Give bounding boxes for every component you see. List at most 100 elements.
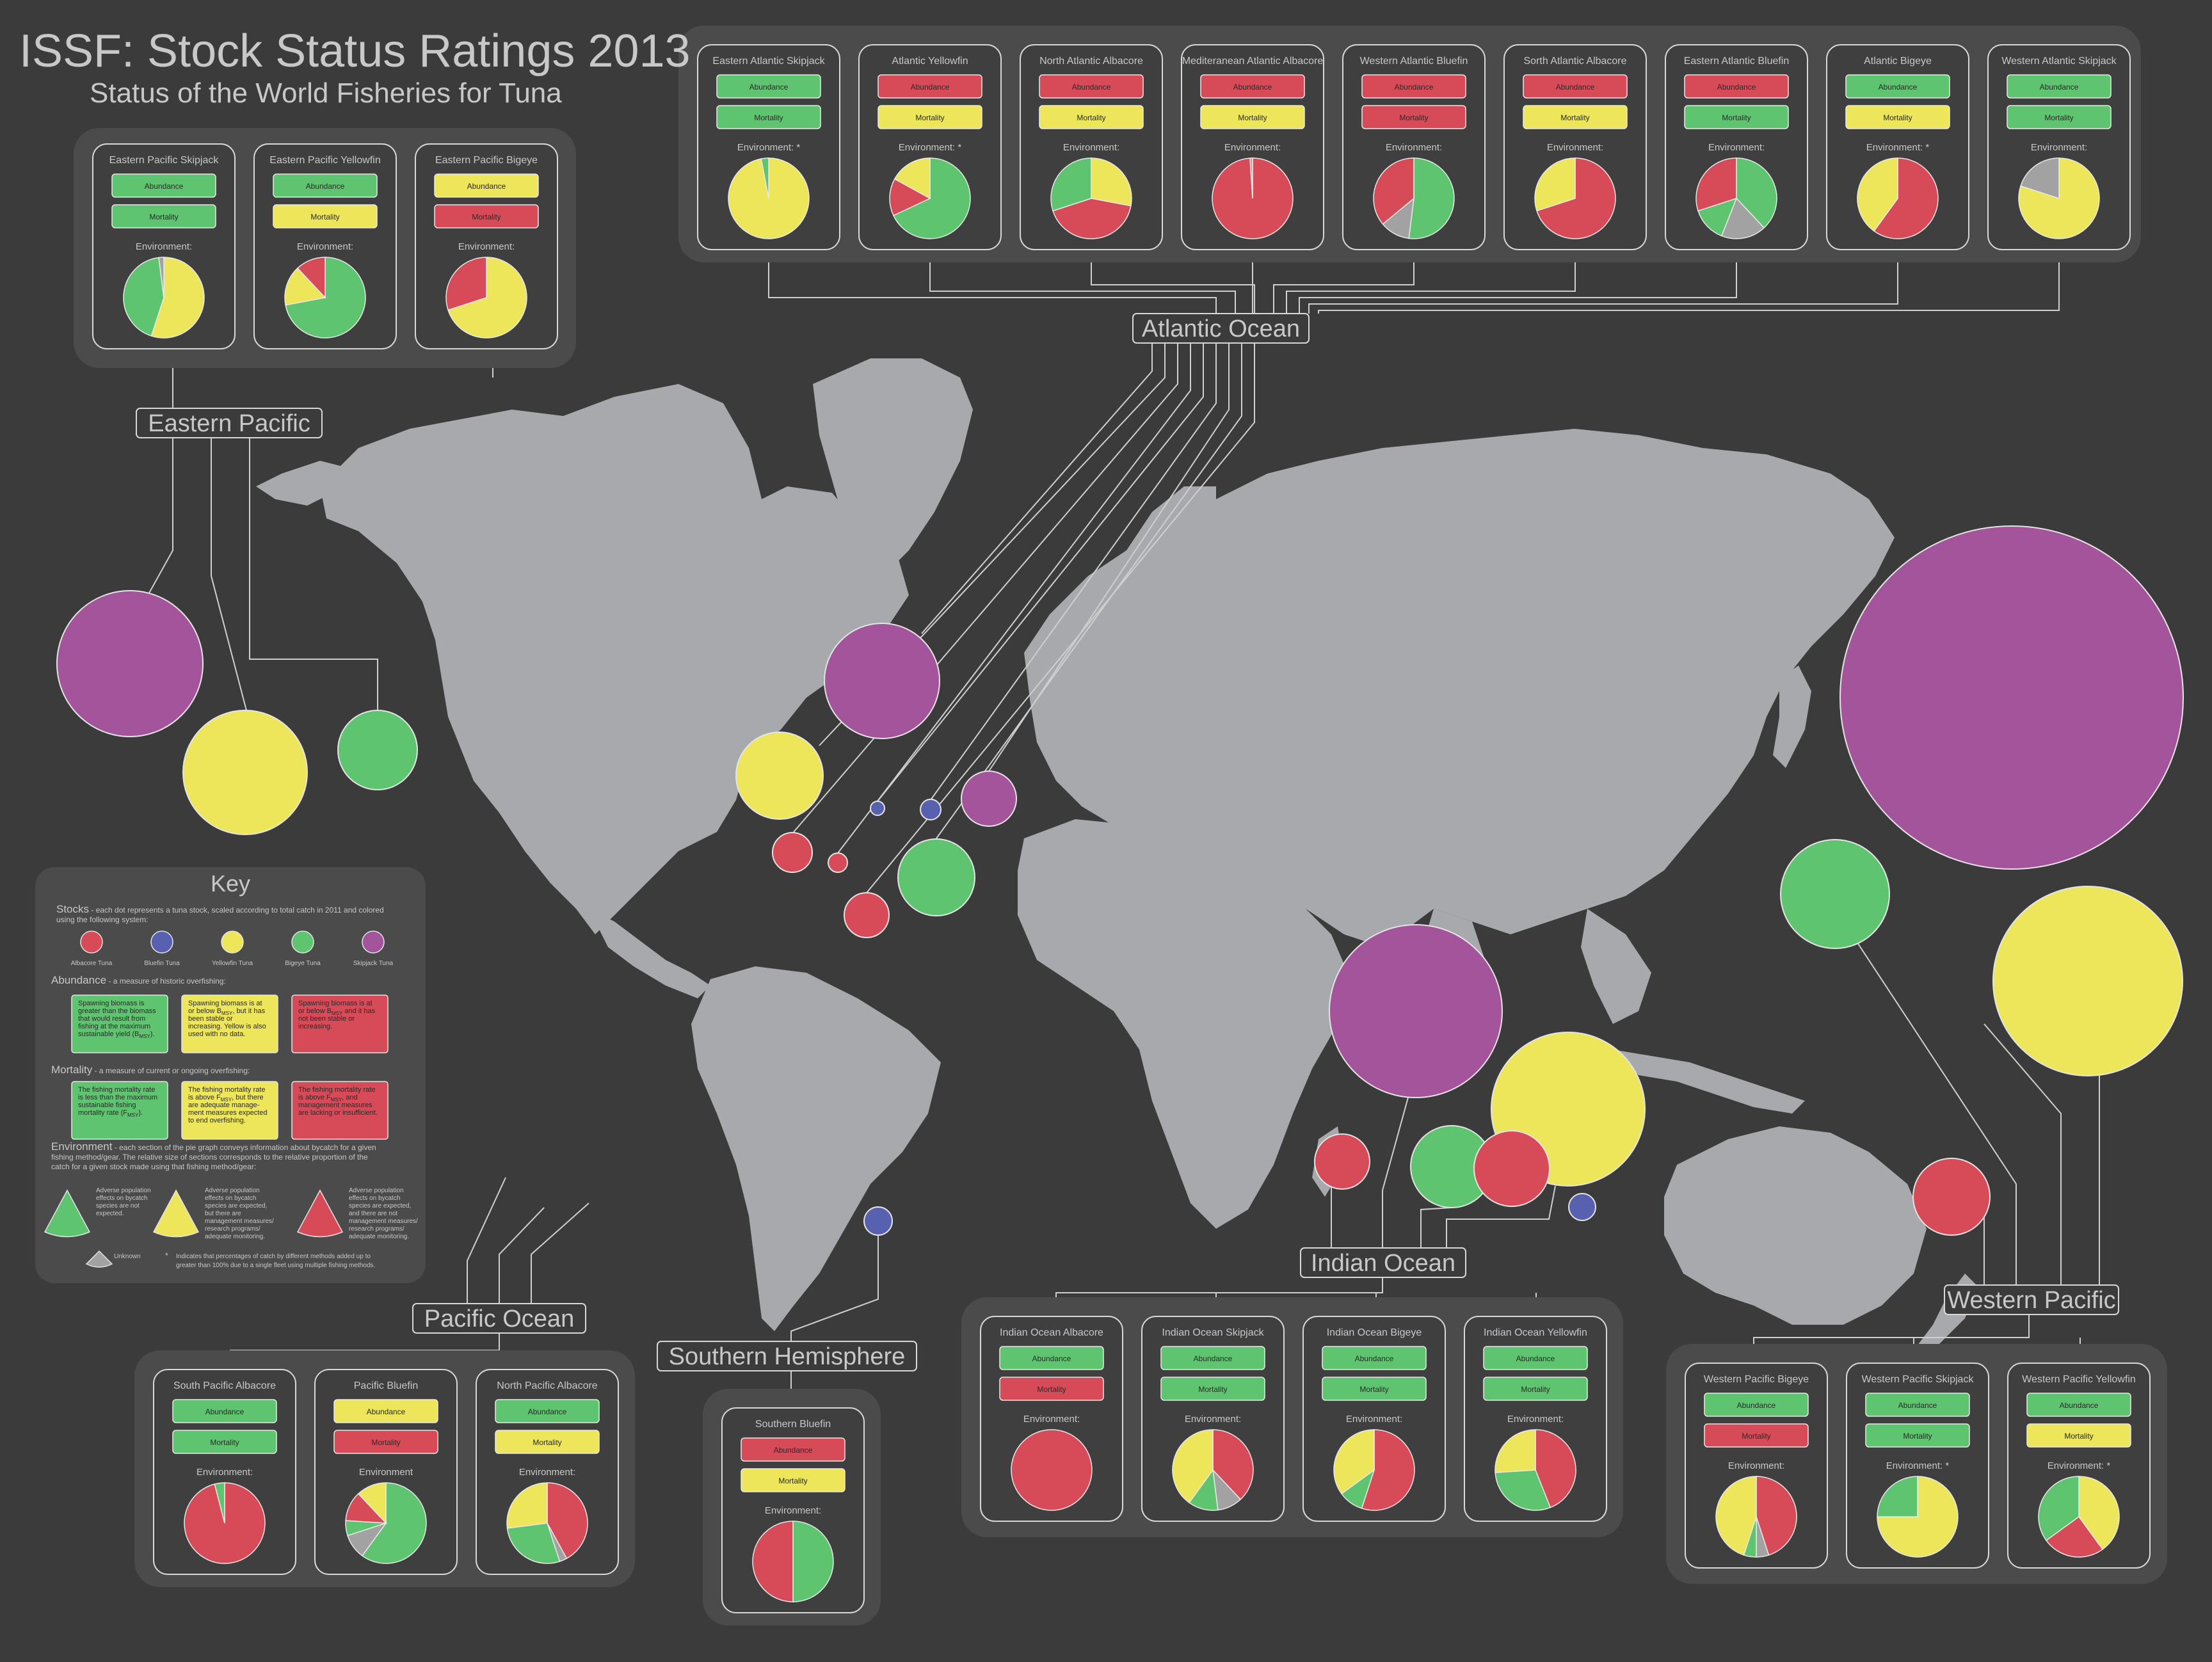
key-env-text: Adverse population	[205, 1187, 260, 1194]
stock-card-eastern-atlantic-skipjack: Eastern Atlantic Skipjack Abundance Mortal…	[697, 44, 840, 250]
central-america-landmass	[589, 909, 710, 998]
key-env-wedge-red	[296, 1189, 344, 1238]
key-box-text: ment measures expected	[188, 1109, 268, 1117]
key-box-text: Spawning biomass is	[78, 1000, 145, 1007]
environment-pie-slice-3	[1695, 157, 1737, 212]
stock-name: Sorth Atlantic Albacore	[1524, 56, 1627, 67]
key-species-label: Yellowfin Tuna	[212, 960, 253, 967]
key-box-text-part: are lacking or insufficient.	[298, 1109, 378, 1117]
region-label-frame	[657, 1341, 917, 1371]
environment-pie-slice-2	[158, 257, 164, 298]
environment-pie-slice-1	[2020, 157, 2060, 200]
mortality-label: Mortality	[754, 113, 783, 122]
stock-name: Western Pacific Skipjack	[1862, 1374, 1975, 1385]
abundance-label: Abundance	[1516, 1354, 1555, 1363]
mortality-badge	[1684, 105, 1789, 129]
connector-line-6	[768, 250, 1217, 314]
north-america-landmass	[320, 384, 909, 934]
stock-dot-12	[1839, 525, 2184, 870]
page-title: ISSF: Stock Status Ratings 2013	[19, 26, 691, 77]
page-subtitle: Status of the World Fisheries for Tuna	[90, 77, 562, 109]
connector-line-3	[140, 438, 173, 609]
environment-pie-slice-1	[1495, 1469, 1551, 1511]
key-env-text: research programs/	[349, 1226, 405, 1233]
key-box-green	[71, 995, 168, 1053]
key-box-text-part: to end overfishing.	[188, 1117, 246, 1124]
key-abundance-text: Abundance - a measure of historic overfi…	[51, 974, 226, 986]
environment-pie-slice-1	[1249, 157, 1253, 199]
stock-dot-19	[1473, 1130, 1550, 1207]
stock-name: South Pacific Albacore	[173, 1380, 276, 1391]
connector-line-13	[1308, 250, 1898, 314]
stock-card-western-pacific-skipjack: Western Pacific Skipjack Abundance Mortali…	[1846, 1362, 1989, 1569]
mortality-label: Mortality	[371, 1438, 400, 1447]
key-species-label: Bluefin Tuna	[144, 960, 180, 967]
mortality-badge	[741, 1468, 846, 1492]
connector-line-28	[499, 1207, 545, 1304]
connector-line-29	[531, 1203, 589, 1304]
key-box-text: not been stable or	[298, 1015, 355, 1023]
key-box-text: The fishing mortality rate	[188, 1086, 265, 1094]
stock-dots	[56, 525, 2184, 1236]
environment-pie-slice-0	[792, 1521, 834, 1602]
environment-pie-slice-1	[2045, 1515, 2104, 1558]
australia-landmass	[1664, 1126, 1927, 1325]
environment-pie-slice-2	[1373, 157, 1415, 225]
region-label-atlantic-ocean: Atlantic Ocean	[1132, 313, 1310, 344]
mortality-label: Mortality	[778, 1476, 807, 1485]
key-box-text-part: increasing. Yellow is also	[188, 1023, 266, 1030]
stock-card-indian-ocean-skipjack: Indian Ocean Skipjack Abundance Mortality E…	[1141, 1316, 1285, 1522]
abundance-label: Abundance	[1898, 1401, 1937, 1410]
abundance-badge	[999, 1346, 1104, 1370]
key-env-text: effects on bycatch	[205, 1195, 256, 1202]
region-label-text: Southern Hemisphere	[669, 1343, 906, 1370]
stock-card-eastern-pacific-bigeye: Eastern Pacific Bigeye Abundance Mortality…	[415, 143, 558, 349]
abundance-label: Abundance	[2040, 83, 2079, 92]
region-label-pacific-ocean: Pacific Ocean	[412, 1303, 586, 1334]
key-env-text: management measures/	[205, 1218, 274, 1225]
environment-label: Environment:	[1507, 1414, 1564, 1425]
key-species: Albacore Tuna Bluefin Tuna Yellowfin Tuna B…	[71, 931, 394, 967]
environment-pie-slice-0	[150, 257, 205, 339]
key-box-subscript: MSY	[332, 1011, 343, 1016]
stock-dot-17	[1314, 1133, 1370, 1190]
world-map	[256, 358, 1978, 1363]
abundance-label: Abundance	[1879, 83, 1918, 92]
environment-pie-slice-0	[1535, 1429, 1576, 1508]
environment-label: Environment: *	[1866, 142, 1930, 153]
stock-name: Eastern Pacific Yellowfin	[269, 155, 380, 166]
key-title: Key	[211, 870, 250, 897]
environment-label: Environment:	[136, 241, 192, 252]
mortality-label: Mortality	[2044, 113, 2073, 122]
abundance-label: Abundance	[1194, 1354, 1233, 1363]
key-box-text: sustainable yield (BMSY).	[78, 1030, 154, 1039]
key-env-text: adequate monitoring.	[349, 1233, 409, 1240]
environment-pie-slice-1	[752, 1521, 794, 1602]
environment-pie-slice-2	[1495, 1429, 1536, 1473]
environment-pie-slice-1	[1720, 197, 1765, 239]
connector-line-23	[866, 343, 1255, 893]
abundance-label: Abundance	[467, 182, 506, 191]
key-box-text: used with no data.	[188, 1030, 245, 1038]
mortality-badge	[1200, 105, 1305, 129]
stock-name: Southern Bluefin	[755, 1419, 831, 1430]
key-unknown-label: Unknown	[114, 1253, 141, 1260]
stock-name: Indian Ocean Yellowfin	[1484, 1327, 1587, 1338]
key-box-red	[291, 995, 389, 1053]
abundance-label: Abundance	[367, 1407, 406, 1416]
environment-pie-slice-0	[1361, 1429, 1415, 1511]
connector-line-27	[467, 1177, 506, 1304]
abundance-badge	[716, 74, 821, 99]
key-box-text-part: Spawning biomass is	[78, 1000, 145, 1007]
mortality-badge	[716, 105, 821, 129]
stock-name: Eastern Atlantic Skipjack	[712, 56, 825, 67]
abundance-badge	[1322, 1346, 1427, 1370]
southeast-asia-landmass	[1581, 909, 1651, 1024]
abundance-label: Abundance	[1233, 83, 1272, 92]
key-species-dot-bluefin-tuna	[150, 931, 173, 954]
stock-dot-11	[844, 892, 890, 938]
stock-dot-15	[1329, 924, 1503, 1098]
abundance-badge	[273, 173, 378, 198]
region-southern-hemisphere: Southern Bluefin Abundance Mortality Enviro…	[657, 1341, 917, 1626]
